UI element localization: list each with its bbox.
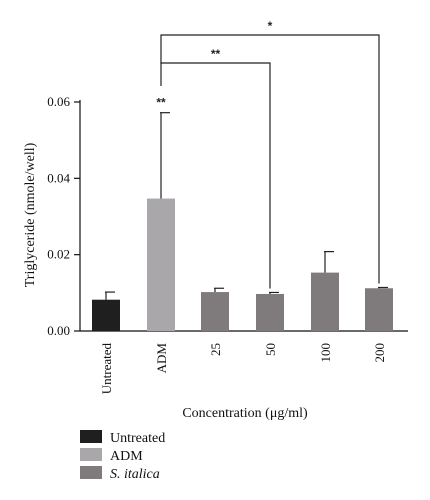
legend-label-adm: ADM [110, 449, 143, 464]
x-tick-label-100: 100 [318, 343, 333, 363]
y-tick-label-1: 0.02 [47, 247, 70, 262]
sig-star-adm: ** [156, 96, 166, 110]
significance-annotations: ***** [156, 19, 380, 289]
x-tick-label-25: 25 [208, 343, 223, 356]
legend-swatch-untreated [80, 430, 102, 443]
x-tick-label-50: 50 [263, 343, 278, 356]
x-tick-label-adm: ADM [154, 343, 169, 374]
bar-25 [201, 292, 229, 331]
y-ticks: 0.00 0.02 0.04 0.06 [47, 94, 80, 338]
bar-100 [311, 272, 339, 331]
x-axis-title: Concentration (μg/ml) [182, 406, 308, 421]
sig-bracket-2 [160, 34, 380, 284]
y-tick-label-0: 0.00 [47, 323, 70, 338]
x-ticks: Untreated ADM 25 50 100 200 [99, 343, 387, 395]
legend-swatch-s-italica [80, 466, 102, 479]
bar-adm [147, 198, 175, 331]
legend-label-s-italica: S. italica [110, 467, 160, 482]
bar-50 [256, 293, 284, 331]
y-tick-label-2: 0.04 [47, 170, 70, 185]
sig-label-1: ** [211, 47, 221, 61]
bar-200 [365, 288, 393, 331]
sig-label-2: * [268, 19, 273, 33]
x-tick-label-untreated: Untreated [99, 343, 114, 395]
bar-untreated [92, 299, 120, 331]
legend: Untreated ADM S. italica [80, 430, 165, 482]
legend-label-untreated: Untreated [110, 431, 165, 446]
x-tick-label-200: 200 [372, 343, 387, 363]
bars [92, 112, 393, 331]
y-tick-label-3: 0.06 [47, 94, 70, 109]
sig-bracket-1 [160, 62, 271, 289]
legend-swatch-adm [80, 448, 102, 461]
y-axis-title: Triglyceride (nmole/well) [23, 142, 38, 287]
